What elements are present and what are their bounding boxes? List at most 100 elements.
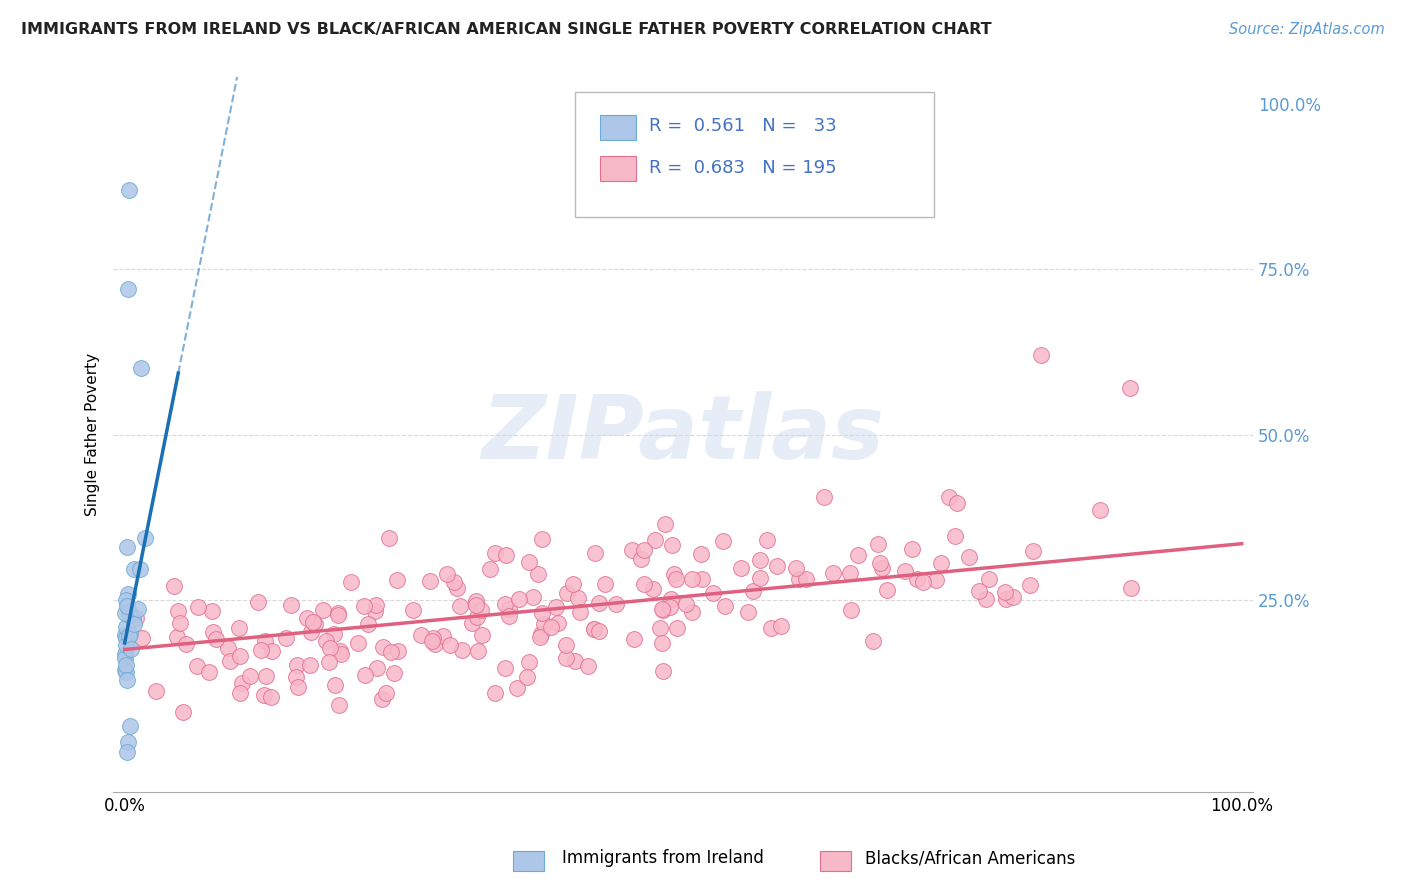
Point xyxy=(872,561,894,575)
Point xyxy=(329,644,352,658)
Point xyxy=(1018,578,1040,592)
Point xyxy=(506,681,529,695)
Point xyxy=(353,599,375,614)
Point xyxy=(299,624,322,639)
Point xyxy=(530,533,553,547)
Point xyxy=(122,562,145,576)
Point xyxy=(555,651,578,665)
Point xyxy=(1022,544,1045,558)
Point xyxy=(1119,581,1142,595)
Point xyxy=(287,680,309,694)
Point xyxy=(253,634,276,648)
Point xyxy=(287,657,309,672)
Point xyxy=(166,604,188,618)
Point xyxy=(470,603,492,617)
Point xyxy=(869,556,891,570)
Point xyxy=(839,603,862,617)
Point xyxy=(508,591,530,606)
Point xyxy=(967,584,990,599)
Point xyxy=(385,574,408,588)
Point xyxy=(498,602,520,616)
Point xyxy=(131,631,153,645)
Text: Immigrants from Ireland: Immigrants from Ireland xyxy=(562,849,765,867)
Point xyxy=(328,606,350,620)
Point xyxy=(517,555,540,569)
Point xyxy=(229,686,252,700)
Point xyxy=(662,566,685,581)
Point xyxy=(120,642,142,657)
Point xyxy=(529,630,551,644)
Point xyxy=(516,670,538,684)
Point xyxy=(449,599,471,614)
Point xyxy=(561,577,583,591)
Point xyxy=(356,617,378,632)
Point xyxy=(125,611,148,625)
Point xyxy=(202,624,225,639)
Point xyxy=(129,562,152,576)
Point xyxy=(690,572,713,586)
Point xyxy=(118,604,141,618)
Point xyxy=(742,583,765,598)
Point xyxy=(813,490,835,504)
Point xyxy=(340,575,363,590)
Point xyxy=(1002,591,1025,605)
Point xyxy=(530,627,553,641)
Point xyxy=(450,642,472,657)
Point xyxy=(461,616,484,631)
Point xyxy=(1119,381,1142,395)
FancyBboxPatch shape xyxy=(575,92,934,217)
Point xyxy=(659,600,682,615)
Text: R =  0.561   N =   33: R = 0.561 N = 33 xyxy=(650,117,837,135)
Point xyxy=(284,670,307,684)
Point xyxy=(900,541,922,556)
Point xyxy=(794,572,817,586)
Point xyxy=(120,718,142,732)
Point xyxy=(564,653,586,667)
Point xyxy=(633,543,655,558)
Point xyxy=(925,573,948,587)
Point xyxy=(974,592,997,607)
Point xyxy=(364,604,387,618)
Point xyxy=(555,586,578,600)
Point xyxy=(702,586,724,600)
Point xyxy=(228,621,250,635)
Point xyxy=(118,183,141,197)
Point xyxy=(862,633,884,648)
Point xyxy=(484,686,506,700)
Point xyxy=(114,628,136,642)
Point xyxy=(114,651,136,665)
Point xyxy=(249,643,271,657)
Point xyxy=(623,632,645,646)
Point xyxy=(479,562,502,576)
Point xyxy=(114,620,136,634)
Point xyxy=(471,628,494,642)
Point xyxy=(323,678,346,692)
Point xyxy=(977,572,1000,586)
Point xyxy=(425,636,447,650)
Point xyxy=(375,686,398,700)
Point xyxy=(567,591,589,605)
Point xyxy=(239,669,262,683)
Point xyxy=(630,552,652,566)
Point xyxy=(583,546,606,560)
Point xyxy=(117,599,139,614)
Point xyxy=(464,599,486,613)
Point xyxy=(187,599,209,614)
Point xyxy=(115,541,138,555)
Point xyxy=(905,573,928,587)
Point xyxy=(174,637,197,651)
Point xyxy=(118,608,141,623)
Point xyxy=(1029,348,1052,362)
Point xyxy=(993,585,1015,599)
Point xyxy=(651,602,673,616)
Point xyxy=(651,664,673,678)
Point xyxy=(166,630,188,644)
Point xyxy=(938,491,960,505)
Point xyxy=(229,649,252,664)
Point xyxy=(297,610,319,624)
Point xyxy=(312,602,335,616)
Point xyxy=(576,659,599,673)
Point xyxy=(120,627,142,641)
Point xyxy=(353,668,375,682)
Text: Source: ZipAtlas.com: Source: ZipAtlas.com xyxy=(1229,22,1385,37)
